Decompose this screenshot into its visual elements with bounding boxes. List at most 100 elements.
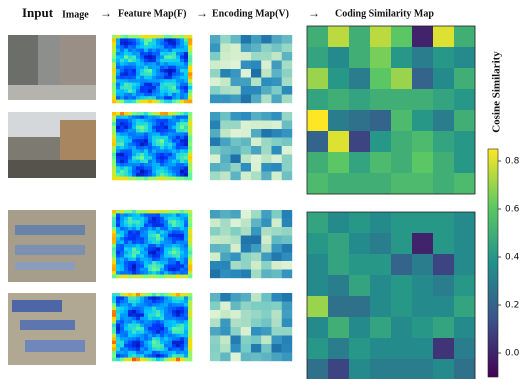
feature-cell <box>124 89 128 93</box>
feature-cell <box>116 143 120 147</box>
feature-cell <box>128 38 132 42</box>
encoding-cell <box>220 129 230 138</box>
encoding-cell <box>282 69 292 78</box>
similarity-cell <box>370 110 391 131</box>
feature-cell <box>132 100 136 104</box>
feature-cell <box>140 132 144 136</box>
feature-cell <box>156 341 160 345</box>
feature-cell <box>152 42 156 46</box>
feature-cell <box>164 83 168 87</box>
feature-cell <box>116 330 120 334</box>
feature-cell <box>132 264 136 268</box>
feature-cell <box>140 220 144 224</box>
feature-cell <box>152 300 156 304</box>
feature-cell <box>152 72 156 76</box>
feature-cell <box>128 129 132 133</box>
feature-cell <box>120 49 124 53</box>
encoding-cell <box>251 302 261 311</box>
feature-cell <box>184 35 188 39</box>
feature-cell <box>160 38 164 42</box>
encoding-cell <box>241 78 251 87</box>
feature-cell <box>164 143 168 147</box>
feature-cell <box>140 275 144 279</box>
feature-cell <box>156 45 160 49</box>
feature-cell <box>164 52 168 56</box>
feature-cell <box>176 237 180 241</box>
feature-cell <box>184 89 188 93</box>
feature-cell <box>152 210 156 214</box>
feature-cell <box>140 35 144 39</box>
feature-cell <box>148 310 152 314</box>
feature-cell <box>136 100 140 104</box>
feature-cell <box>128 261 132 265</box>
feature-cell <box>136 351 140 355</box>
encoding-cell <box>282 244 292 253</box>
encoding-cell <box>251 61 261 70</box>
similarity-cell <box>391 254 412 275</box>
feature-cell <box>188 49 192 53</box>
feature-cell <box>124 300 128 304</box>
feature-cell <box>152 66 156 70</box>
feature-cell <box>172 166 176 170</box>
feature-cell <box>112 49 116 53</box>
feature-cell <box>120 177 124 181</box>
feature-cell <box>140 153 144 157</box>
feature-cell <box>144 210 148 214</box>
feature-cell <box>124 313 128 317</box>
feature-cell <box>124 126 128 130</box>
encoding-cell <box>272 210 282 219</box>
feature-cell <box>156 313 160 317</box>
feature-cell <box>152 119 156 123</box>
feature-cell <box>116 35 120 39</box>
feature-cell <box>180 271 184 275</box>
feature-cell <box>132 334 136 338</box>
encoding-cell <box>241 155 251 164</box>
feature-cell <box>188 317 192 321</box>
feature-cell <box>172 96 176 100</box>
feature-cell <box>188 86 192 90</box>
feature-cell <box>120 115 124 119</box>
feature-cell <box>144 313 148 317</box>
feature-cell <box>188 143 192 147</box>
feature-cell <box>176 344 180 348</box>
feature-cell <box>124 45 128 49</box>
feature-cell <box>140 100 144 104</box>
feature-cell <box>132 66 136 70</box>
feature-cell <box>152 327 156 331</box>
feature-cell <box>168 115 172 119</box>
feature-cell <box>136 129 140 133</box>
encoding-cell <box>231 69 241 78</box>
feature-cell <box>140 313 144 317</box>
similarity-cell <box>307 296 328 317</box>
encoding-cell <box>282 210 292 219</box>
feature-cell <box>164 344 168 348</box>
feature-cell <box>188 264 192 268</box>
feature-cell <box>164 258 168 262</box>
feature-cell <box>144 122 148 126</box>
feature-cell <box>152 62 156 66</box>
feature-cell <box>156 241 160 245</box>
feature-cell <box>152 220 156 224</box>
feature-cell <box>188 59 192 63</box>
feature-cell <box>168 100 172 104</box>
feature-cell <box>140 213 144 217</box>
feature-cell <box>152 258 156 262</box>
feature-cell <box>144 217 148 221</box>
feature-cell <box>132 224 136 228</box>
similarity-cell <box>307 89 328 110</box>
feature-cell <box>112 112 116 116</box>
feature-cell <box>184 79 188 83</box>
feature-cell <box>188 136 192 140</box>
feature-cell <box>136 69 140 73</box>
feature-cell <box>156 261 160 265</box>
feature-cell <box>148 275 152 279</box>
feature-cell <box>152 268 156 272</box>
feature-cell <box>112 86 116 90</box>
similarity-cell <box>433 254 454 275</box>
feature-cell <box>148 224 152 228</box>
feature-cell <box>124 327 128 331</box>
feature-cell <box>184 126 188 130</box>
feature-cell <box>136 72 140 76</box>
feature-cell <box>168 126 172 130</box>
feature-cell <box>112 330 116 334</box>
